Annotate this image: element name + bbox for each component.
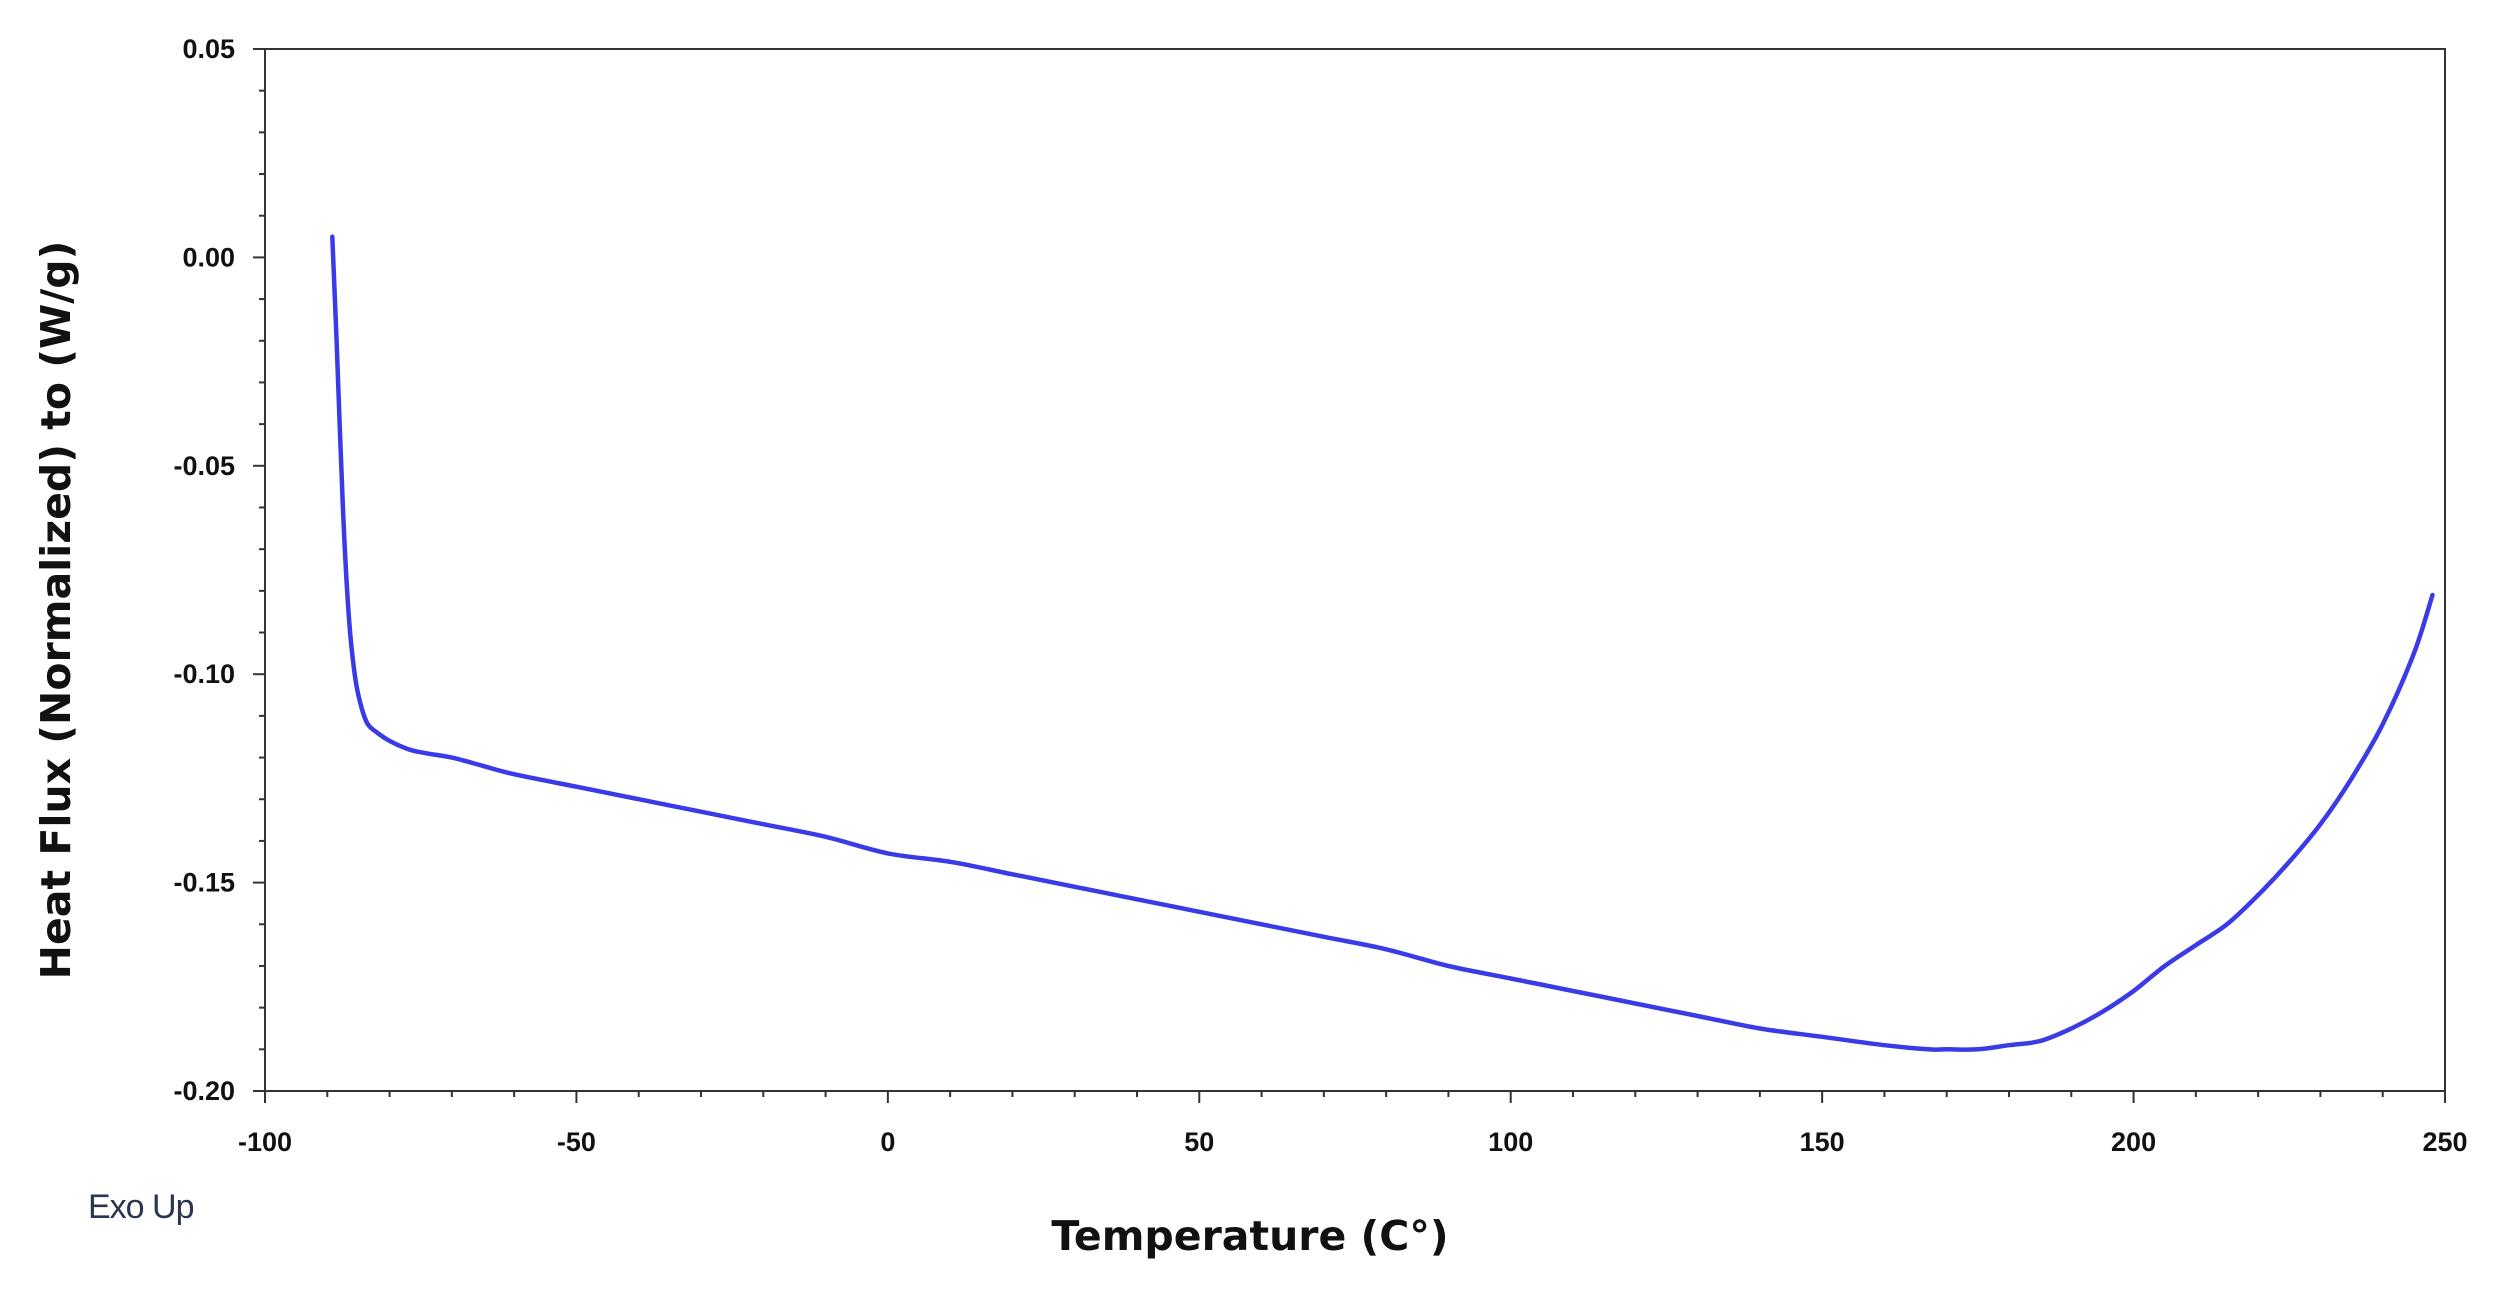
x-tick-label: 0 xyxy=(880,1127,895,1157)
y-tick-label: -0.15 xyxy=(173,868,235,898)
x-tick-label: 200 xyxy=(2111,1127,2156,1157)
y-tick-label: -0.20 xyxy=(173,1076,235,1106)
x-tick-label: 150 xyxy=(1800,1127,1845,1157)
x-tick-label: 50 xyxy=(1184,1127,1214,1157)
x-tick-label: 100 xyxy=(1488,1127,1533,1157)
series-layer xyxy=(330,234,2435,1052)
y-axis-tick-labels: 0.05 0.00 -0.05 -0.10 -0.15 -0.20 xyxy=(173,34,235,1106)
x-axis-title: Temperature (C°) xyxy=(1051,1212,1448,1260)
x-tick-label: -50 xyxy=(557,1127,596,1157)
y-axis-ticks xyxy=(253,48,265,1092)
y-axis-title: Heat Flux (Normalized) to (W/g) xyxy=(32,241,80,980)
y-tick-label: 0.05 xyxy=(182,34,235,64)
y-tick-label: -0.10 xyxy=(173,659,235,689)
exo-up-annotation: Exo Up xyxy=(88,1188,194,1226)
x-tick-label: 250 xyxy=(2422,1127,2467,1157)
x-tick-label: -100 xyxy=(238,1127,292,1157)
plot-frame xyxy=(264,48,2446,1092)
heat-flux-series-line xyxy=(330,234,2435,1052)
y-tick-label: 0.00 xyxy=(182,242,235,272)
x-axis-tick-labels: -100 -50 0 50 100 150 200 250 xyxy=(238,1127,2468,1157)
x-axis-ticks xyxy=(264,1091,2446,1103)
y-tick-label: -0.05 xyxy=(173,451,235,481)
